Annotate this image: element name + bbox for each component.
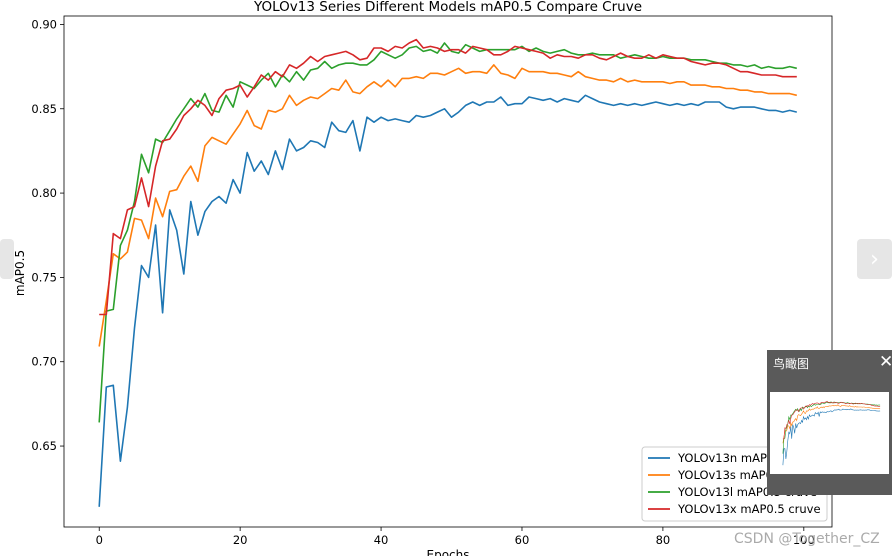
series-line-3 — [98, 42, 797, 423]
watermark: CSDN @Together_CZ — [734, 531, 880, 547]
overview-thumbnail[interactable] — [770, 392, 889, 474]
x-axis: 0 20 40 60 80 100 — [96, 527, 815, 547]
plot-frame — [63, 15, 833, 528]
x-tick-label: 60 — [515, 533, 530, 547]
x-tick-label: 0 — [96, 533, 103, 547]
thumbnail-series-line-1 — [782, 408, 881, 466]
y-tick-label: 0.90 — [31, 17, 57, 31]
next-image-button[interactable]: › — [857, 239, 892, 279]
series-line-2 — [98, 64, 797, 347]
x-tick-label: 100 — [793, 533, 815, 547]
series-line-4 — [99, 38, 797, 316]
x-tick-label: 80 — [656, 533, 671, 547]
y-tick-label: 0.80 — [31, 186, 57, 200]
overview-title: 鸟瞰图 — [773, 357, 810, 371]
chevron-right-icon: › — [870, 246, 879, 272]
overview-panel: 鸟瞰图 ✕ — [767, 350, 892, 495]
thumbnail-series-line-3 — [782, 401, 881, 454]
x-axis-label: Epochs — [427, 548, 470, 556]
previous-image-button[interactable] — [0, 239, 14, 279]
y-tick-label: 0.75 — [31, 270, 57, 284]
overview-header: 鸟瞰图 ✕ — [767, 350, 892, 378]
x-tick-label: 20 — [233, 533, 248, 547]
y-axis-label: mAP0.5 — [13, 250, 27, 296]
x-tick-label: 40 — [374, 533, 389, 547]
plot-area — [63, 15, 833, 528]
y-tick-label: 0.70 — [31, 355, 57, 369]
y-tick-label: 0.85 — [31, 102, 57, 116]
legend-label: YOLOv13x mAP0.5 cruve — [677, 502, 821, 516]
chart-title: YOLOv13 Series Different Models mAP0.5 C… — [253, 0, 642, 15]
thumbnail-series-line-2 — [782, 404, 881, 444]
close-icon[interactable]: ✕ — [879, 352, 892, 372]
y-tick-label: 0.65 — [31, 439, 57, 453]
y-axis: 0.65 0.70 0.75 0.80 0.85 0.90 — [31, 17, 64, 453]
series-line-1 — [98, 94, 797, 507]
overview-thumbnail-chart — [782, 400, 881, 466]
thumbnail-series-line-4 — [782, 400, 881, 440]
